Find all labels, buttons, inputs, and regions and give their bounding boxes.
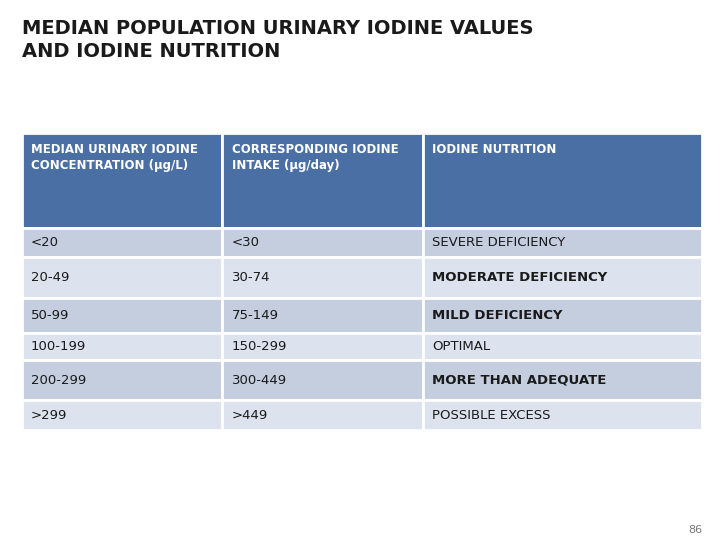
Text: 30-74: 30-74	[232, 271, 270, 284]
Bar	[222, 298, 423, 333]
Bar	[423, 360, 702, 400]
Text: 100-199: 100-199	[31, 340, 86, 353]
Bar	[423, 333, 702, 360]
Text: 300-449: 300-449	[232, 374, 287, 387]
Text: >299: >299	[31, 409, 68, 422]
Bar	[222, 400, 423, 430]
Text: <30: <30	[232, 236, 260, 249]
Bar	[423, 133, 702, 227]
Text: MODERATE DEFICIENCY: MODERATE DEFICIENCY	[433, 271, 608, 284]
Bar	[423, 298, 702, 333]
Text: 50-99: 50-99	[31, 309, 69, 322]
Text: 20-49: 20-49	[31, 271, 69, 284]
Text: CORRESPONDING IODINE
INTAKE (μg/day): CORRESPONDING IODINE INTAKE (μg/day)	[232, 143, 398, 172]
Text: 75-149: 75-149	[232, 309, 279, 322]
Text: <20: <20	[31, 236, 59, 249]
Text: SEVERE DEFICIENCY: SEVERE DEFICIENCY	[433, 236, 566, 249]
Bar	[423, 400, 702, 430]
Bar	[22, 227, 222, 257]
Text: MEDIAN POPULATION URINARY IODINE VALUES
AND IODINE NUTRITION: MEDIAN POPULATION URINARY IODINE VALUES …	[22, 19, 533, 60]
Bar	[222, 257, 423, 298]
Bar	[22, 360, 222, 400]
Text: 86: 86	[688, 524, 702, 535]
Bar	[423, 227, 702, 257]
Bar	[22, 400, 222, 430]
Text: >449: >449	[232, 409, 268, 422]
Text: 200-299: 200-299	[31, 374, 86, 387]
Bar	[222, 360, 423, 400]
Text: MILD DEFICIENCY: MILD DEFICIENCY	[433, 309, 563, 322]
Bar	[22, 133, 222, 227]
Bar	[22, 257, 222, 298]
Bar	[423, 257, 702, 298]
Bar	[222, 333, 423, 360]
Text: 150-299: 150-299	[232, 340, 287, 353]
Bar	[222, 227, 423, 257]
Text: MORE THAN ADEQUATE: MORE THAN ADEQUATE	[433, 374, 607, 387]
Bar	[22, 298, 222, 333]
Text: POSSIBLE EXCESS: POSSIBLE EXCESS	[433, 409, 551, 422]
Text: IODINE NUTRITION: IODINE NUTRITION	[433, 143, 557, 156]
Bar	[222, 133, 423, 227]
Bar	[22, 333, 222, 360]
Text: MEDIAN URINARY IODINE
CONCENTRATION (μg/L): MEDIAN URINARY IODINE CONCENTRATION (μg/…	[31, 143, 198, 172]
Text: OPTIMAL: OPTIMAL	[433, 340, 490, 353]
